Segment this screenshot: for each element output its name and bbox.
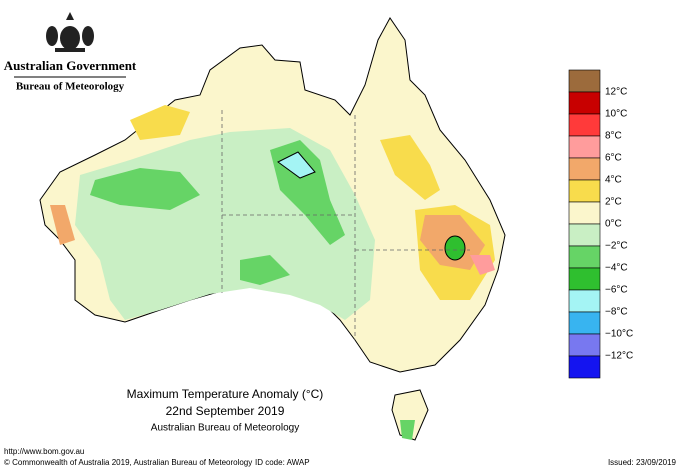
issued: Issued: 23/09/2019 <box>608 458 677 467</box>
url: http://www.bom.gov.au <box>4 447 84 456</box>
legend-label: 4°C <box>605 175 622 186</box>
legend-label: 12°C <box>605 87 627 98</box>
legend-swatch <box>568 289 601 313</box>
legend-swatch <box>568 91 601 115</box>
legend-label: 2°C <box>605 197 622 208</box>
government: Australian Government <box>4 58 137 73</box>
map-source: Australian Bureau of Meteorology <box>151 423 299 434</box>
id-code: ID code: AWAP <box>255 458 310 467</box>
legend-label: −4°C <box>605 263 628 274</box>
legend-label: 10°C <box>605 109 627 120</box>
map-date: 22nd September 2019 <box>166 404 285 418</box>
legend-label: 6°C <box>605 153 622 164</box>
crest <box>46 12 94 52</box>
legend-swatch <box>568 157 601 181</box>
legend-label: −12°C <box>605 351 633 362</box>
legend-swatch <box>568 245 601 269</box>
legend-swatch <box>568 201 601 225</box>
copyright: © Commonwealth of Australia 2019, Austra… <box>4 458 252 467</box>
legend-label: −10°C <box>605 329 633 340</box>
legend-label: 0°C <box>605 219 622 230</box>
legend-swatch <box>568 311 601 335</box>
map-title: Maximum Temperature Anomaly (°C) <box>127 387 324 401</box>
legend-swatch <box>568 333 601 357</box>
legend-swatch <box>568 355 601 379</box>
bureau: Bureau of Meteorology <box>16 81 125 93</box>
legend-swatch <box>568 135 601 159</box>
legend-swatch <box>568 113 601 137</box>
legend-swatch <box>568 179 601 203</box>
legend-label: −8°C <box>605 307 628 318</box>
legend-label: −6°C <box>605 285 628 296</box>
legend-label: −2°C <box>605 241 628 252</box>
legend-label: 8°C <box>605 131 622 142</box>
legend-swatch <box>568 223 601 247</box>
legend: 12°C 10°C 8°C 6°C 4°C 2°C 0°C −2°C −4°C −6°C −8°C −… <box>568 69 633 379</box>
australia-map <box>39 17 506 441</box>
legend-swatch <box>568 267 601 291</box>
legend-swatch <box>568 69 601 93</box>
